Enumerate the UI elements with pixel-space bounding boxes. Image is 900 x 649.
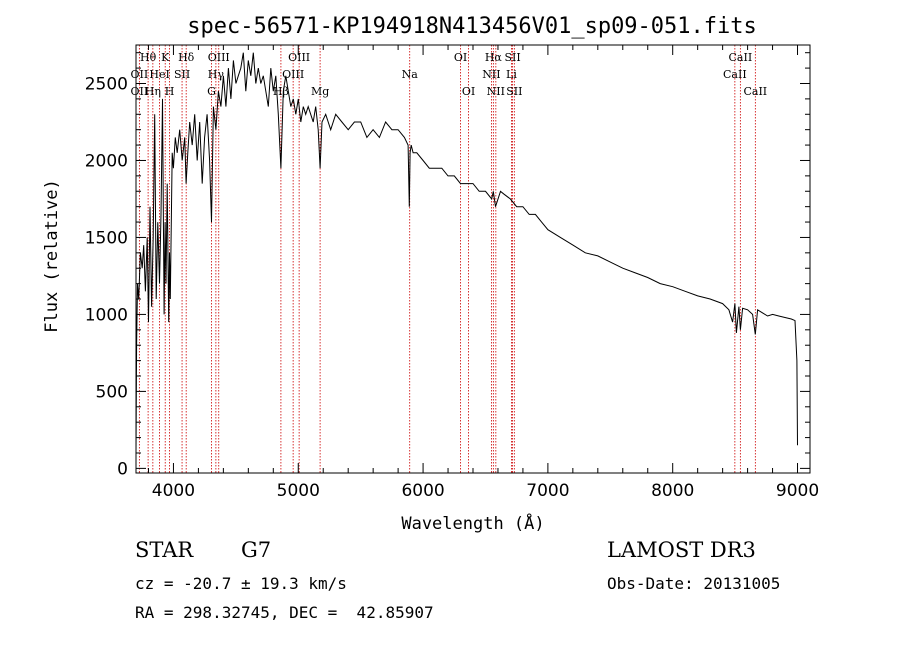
spectral-line-label: NII — [482, 68, 500, 81]
spectral-line-label: H — [165, 85, 175, 98]
spectral-line-label: K — [161, 51, 170, 64]
spectral-line-label: CaII — [729, 51, 753, 64]
spectral-line-markers — [138, 45, 756, 473]
observation-date: Obs-Date: 20131005 — [607, 574, 781, 593]
spectral-line-label: Na — [402, 68, 419, 81]
spectral-line-label: OI — [462, 85, 475, 98]
x-tick-label: 6000 — [401, 481, 444, 501]
y-tick-label: 2500 — [85, 74, 128, 94]
sky-coordinates: RA = 298.32745, DEC = 42.85907 — [135, 603, 434, 622]
x-tick-label: 8000 — [651, 481, 694, 501]
spectral-line-label: Hβ — [273, 85, 289, 98]
spectral-line-label: Hγ — [208, 68, 225, 81]
y-tick-label: 1500 — [85, 228, 128, 248]
y-axis-label: Flux (relative) — [42, 179, 62, 333]
spectral-line-label: SII — [504, 51, 520, 64]
spectral-line-label: SII — [174, 68, 190, 81]
spectral-line-label: CaII — [743, 85, 767, 98]
chart-title: spec-56571-KP194918N413456V01_sp09-051.f… — [187, 14, 757, 39]
spectral-line-label: CaII — [723, 68, 747, 81]
x-tick-label: 4000 — [152, 481, 195, 501]
object-class: STAR — [135, 538, 194, 562]
spectral-line-label: Li — [506, 68, 517, 81]
spectral-line-label: OIII — [282, 68, 304, 81]
spectral-line-label: OII — [131, 85, 149, 98]
spectral-line-label: HeI — [149, 68, 169, 81]
x-tick-label: 9000 — [776, 481, 819, 501]
spectral-line-label: Hδ — [178, 51, 195, 64]
object-subclass: G7 — [241, 538, 272, 562]
spectral-line-label: NII — [487, 85, 505, 98]
spectral-line-label: Mg — [311, 85, 329, 98]
spectral-line-label: Hθ — [140, 51, 157, 64]
spectral-line-label: OIII — [208, 51, 230, 64]
x-axis-label: Wavelength (Å) — [401, 512, 544, 534]
y-tick-label: 2000 — [85, 151, 128, 171]
x-tick-label: 7000 — [526, 481, 569, 501]
spectral-line-label: G — [207, 85, 216, 98]
spectral-line-label: Hη — [145, 85, 161, 98]
survey-name: LAMOST DR3 — [607, 538, 756, 562]
spectral-line-label: OIII — [288, 51, 310, 64]
y-tick-label: 500 — [96, 382, 128, 402]
spectral-line-label: SII — [506, 85, 522, 98]
y-tick-label: 1000 — [85, 305, 128, 325]
x-tick-label: 5000 — [277, 481, 320, 501]
plot-frame — [135, 44, 811, 474]
spectral-line-label: OII — [131, 68, 149, 81]
spectrum-series-line — [135, 52, 798, 454]
y-tick-label: 0 — [117, 459, 128, 479]
axis-ticks: 4000 5000 6000 7000 8000 9000 0 500 1000 1500 2000… — [85, 45, 819, 501]
spectral-line-labels: Hθ OII OII K HeI Hη H Hδ SII OIII Hγ G OIII OIII Hβ Mg N… — [131, 51, 768, 98]
redshift-value: cz = -20.7 ± 19.3 km/s — [135, 574, 347, 593]
spectral-line-label: Hα — [485, 51, 503, 64]
spectral-line-label: OI — [454, 51, 467, 64]
